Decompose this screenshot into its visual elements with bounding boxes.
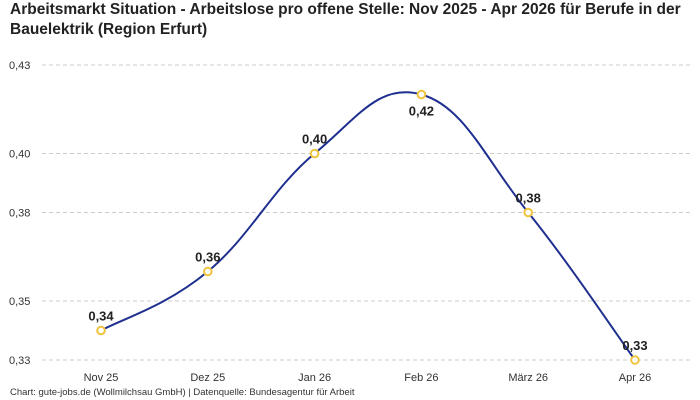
chart-source-note: Chart: gute-jobs.de (Wollmilchsau GmbH) … <box>10 387 355 398</box>
data-labels: 0,34 0,36 0,40 0,42 0,38 0,33 <box>88 104 647 354</box>
data-point <box>203 266 213 277</box>
data-point <box>523 207 534 218</box>
data-point <box>416 89 427 100</box>
data-label: 0,33 <box>622 338 647 353</box>
series-line-layer <box>100 91 636 361</box>
x-tick-label: Jan 26 <box>298 372 331 384</box>
y-tick-label: 0,35 <box>9 296 30 308</box>
y-tick-label: 0,38 <box>9 208 30 220</box>
y-tick-label: 0,33 <box>9 355 30 367</box>
y-axis-ticks: 0,33 0,35 0,38 0,40 0,43 <box>9 60 30 367</box>
data-label: 0,40 <box>302 132 327 147</box>
data-label: 0,34 <box>88 309 114 324</box>
data-label: 0,38 <box>516 191 541 206</box>
grid-lines <box>42 64 690 361</box>
data-label: 0,42 <box>409 104 434 119</box>
chart-title: Arbeitsmarkt Situation - Arbeitslose pro… <box>10 1 681 38</box>
data-label: 0,36 <box>195 250 220 265</box>
y-tick-label: 0,40 <box>9 149 30 161</box>
x-tick-label: Nov 25 <box>84 372 119 384</box>
x-tick-label: Feb 26 <box>404 372 438 384</box>
y-tick-label: 0,43 <box>9 60 30 72</box>
data-point <box>96 325 106 336</box>
x-axis-ticks: Nov 25 Dez 25 Jan 26 Feb 26 März 26 Apr 26 <box>84 372 652 384</box>
data-point <box>309 148 320 159</box>
data-points <box>96 89 640 365</box>
x-tick-label: Apr 26 <box>619 372 651 384</box>
series-line <box>100 91 636 361</box>
data-point <box>630 355 640 365</box>
x-tick-label: März 26 <box>508 372 548 384</box>
x-tick-label: Dez 25 <box>190 372 225 384</box>
